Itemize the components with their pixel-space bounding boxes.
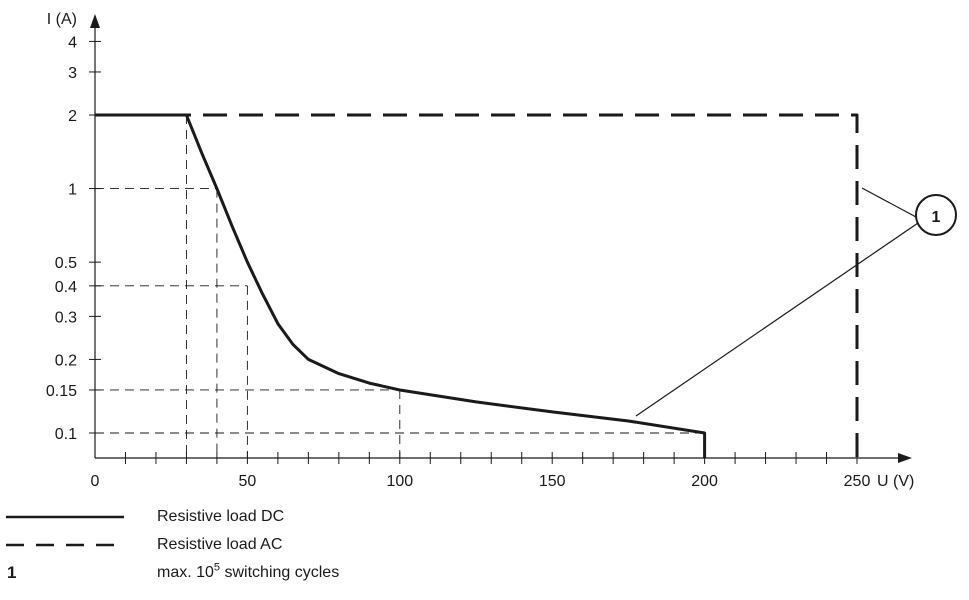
x-tick-label: 50 [239,473,257,490]
annotation-label: 1 [932,209,941,226]
legend-note-number: 1 [7,563,17,582]
x-axis-title: U (V) [877,473,914,490]
legend-note-exponent: 5 [213,561,221,574]
y-tick-label: 0.5 [55,255,77,272]
y-axis-arrow [90,14,100,28]
x-axis-arrow [898,453,912,463]
y-tick-label: 0.4 [55,279,77,296]
chart-canvas: 0 50 100 150 200 250 U (V) 0.1 0.15 0.2 0.3 0.4 0.5 1… [46,11,957,490]
y-tick-label: 0.2 [55,352,77,369]
legend-note-suffix: switching cycles [220,564,340,581]
annotation-leader [861,187,917,218]
annotation-leader [635,222,919,417]
solid-line-swatch [6,515,124,519]
y-tick-label: 0.3 [55,309,77,326]
annotation-circle [915,194,957,236]
y-tick-label: 0.1 [55,426,77,443]
x-tick-label: 0 [91,473,100,490]
x-tick-label: 200 [691,473,718,490]
series-dc-line [95,113,707,458]
y-tick-label: 4 [68,34,77,51]
legend-item-ac: Resistive load AC [0,534,700,558]
legend-label-ac: Resistive load AC [157,536,283,553]
legend-note-text: max. 105 switching cycles [157,562,339,584]
x-tick-label: 250 [844,473,871,490]
dashed-line-swatch [6,543,124,547]
x-tick-label: 100 [386,473,413,490]
legend-item-note: 1 max. 105 switching cycles [0,562,700,586]
legend-label-dc: Resistive load DC [157,508,285,525]
y-axis-title: I (A) [47,11,77,28]
series-ac-line [95,113,859,458]
y-tick-label: 3 [68,65,77,82]
y-tick-label: 2 [68,108,77,125]
legend-item-dc: Resistive load DC [0,506,700,530]
y-tick-label: 1 [68,182,77,199]
x-tick-label: 150 [539,473,566,490]
legend-note-prefix: max. 10 [157,564,214,581]
y-tick-label: 0.15 [46,383,77,400]
